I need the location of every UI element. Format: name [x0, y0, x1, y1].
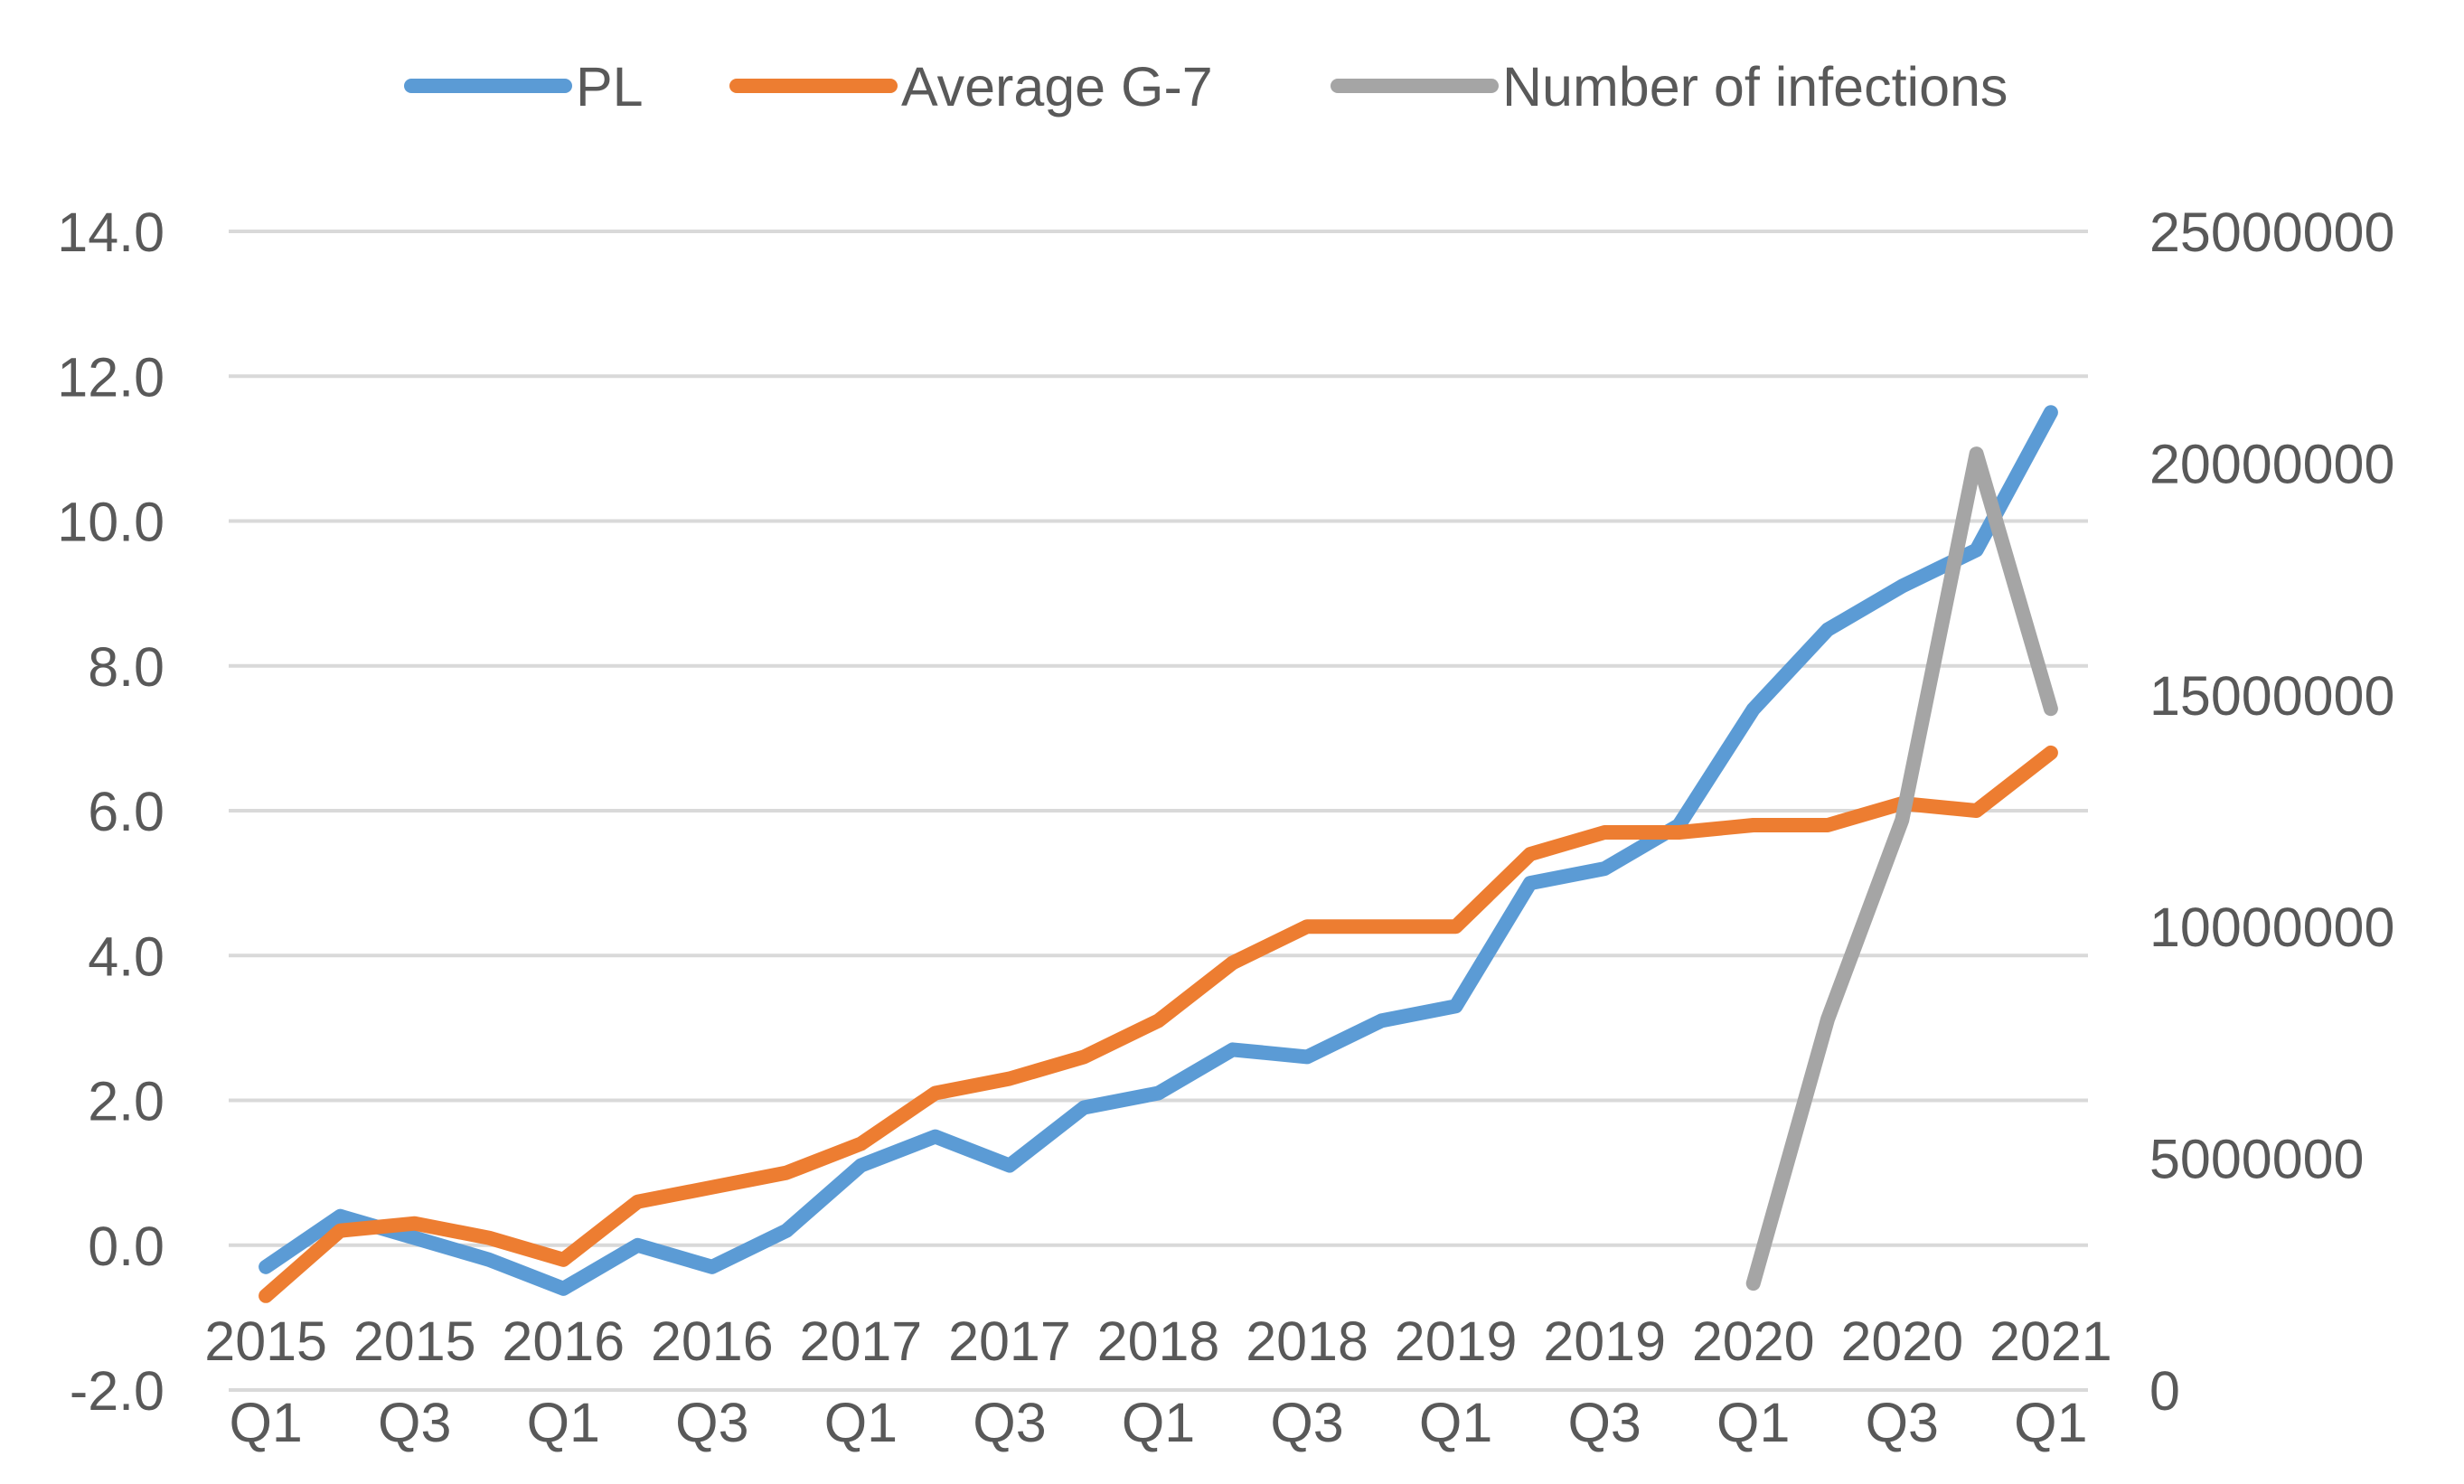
- x-tick-label-year: 2016: [651, 1310, 774, 1372]
- legend-label-average-g-7: Average G-7: [901, 56, 1213, 117]
- x-tick-label-quarter: Q1: [1419, 1392, 1492, 1453]
- x-tick-label-quarter: Q1: [2014, 1392, 2087, 1453]
- x-tick-label-year: 2017: [800, 1310, 923, 1372]
- y-axis-right: 0 5000000 10000000 15000000 20000000 25000000: [2149, 202, 2394, 1422]
- x-tick-label-quarter: Q3: [1866, 1392, 1939, 1453]
- x-tick-label-quarter: Q3: [1270, 1392, 1343, 1453]
- y-tick-label-right: 20000000: [2149, 433, 2394, 494]
- legend: PL Average G-7 Number of infections: [404, 56, 2008, 117]
- series-lines: [259, 405, 2058, 1303]
- y-tick-label-left: 10.0: [57, 492, 165, 553]
- gridlines: [229, 230, 2088, 1392]
- x-tick-label-year: 2019: [1543, 1310, 1666, 1372]
- x-tick-label-quarter: Q3: [378, 1392, 451, 1453]
- y-tick-label-right: 25000000: [2149, 202, 2394, 263]
- y-tick-label-left: -2.0: [70, 1360, 165, 1422]
- y-tick-label-left: 0.0: [88, 1216, 165, 1277]
- x-tick-label-year: 2019: [1395, 1310, 1518, 1372]
- x-tick-label-quarter: Q1: [527, 1392, 600, 1453]
- y-axis-left: -2.0 0.0 2.0 4.0 6.0 8.0 10.0 12.0 14.0: [57, 202, 165, 1422]
- x-tick-label-year: 2017: [948, 1310, 1071, 1372]
- x-tick-label-year: 2016: [502, 1310, 625, 1372]
- legend-label-number-of-infections: Number of infections: [1502, 56, 2008, 117]
- y-tick-label-right: 0: [2149, 1360, 2180, 1422]
- x-tick-label-year: 2021: [1989, 1310, 2112, 1372]
- x-tick-label-quarter: Q3: [1567, 1392, 1641, 1453]
- y-tick-label-left: 4.0: [88, 925, 165, 987]
- y-tick-label-left: 2.0: [88, 1071, 165, 1132]
- x-tick-label-quarter: Q1: [1122, 1392, 1195, 1453]
- series-line-average-g-7: [259, 745, 2058, 1303]
- y-tick-label-left: 12.0: [57, 346, 165, 408]
- x-tick-label-quarter: Q1: [1716, 1392, 1790, 1453]
- x-tick-label-year: 2015: [204, 1310, 327, 1372]
- x-tick-label-year: 2018: [1246, 1310, 1368, 1372]
- x-tick-label-quarter: Q1: [824, 1392, 898, 1453]
- x-tick-label-year: 2018: [1097, 1310, 1220, 1372]
- x-tick-label-quarter: Q3: [973, 1392, 1046, 1453]
- x-tick-label-quarter: Q3: [675, 1392, 748, 1453]
- x-tick-label-year: 2020: [1840, 1310, 1963, 1372]
- y-tick-label-right: 15000000: [2149, 665, 2394, 727]
- y-tick-label-left: 8.0: [88, 636, 165, 698]
- y-tick-label-left: 6.0: [88, 781, 165, 842]
- y-tick-label-left: 14.0: [57, 202, 165, 263]
- legend-label-pl: PL: [576, 56, 644, 117]
- x-tick-label-year: 2020: [1692, 1310, 1815, 1372]
- y-tick-label-right: 5000000: [2149, 1129, 2364, 1190]
- x-tick-label-quarter: Q1: [229, 1392, 302, 1453]
- series-line-number-of-infections: [1745, 446, 2058, 1291]
- y-tick-label-right: 10000000: [2149, 897, 2394, 958]
- x-axis: 2015 Q1 2015 Q3 2016 Q1 2016 Q3 2017 Q1 2017 Q3 2018…: [204, 1310, 2111, 1453]
- series-line-pl: [259, 405, 2058, 1296]
- x-tick-label-year: 2015: [353, 1310, 476, 1372]
